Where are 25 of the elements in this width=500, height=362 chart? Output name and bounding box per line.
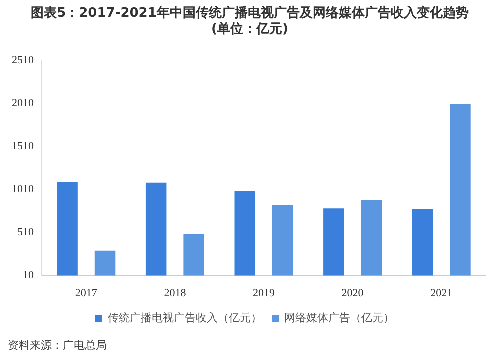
y-tick-label: 2010: [12, 98, 34, 110]
bar: [361, 200, 382, 276]
x-tick-label: 2020: [342, 287, 364, 300]
legend-label: 传统广播电视广告收入（亿元）: [108, 311, 262, 324]
bar: [272, 205, 294, 276]
y-tick-label: 10: [23, 270, 34, 282]
y-tick-label: 1010: [12, 184, 34, 196]
chart-title: 图表5：2017-2021年中国传统广播电视广告及网络媒体广告收入变化趋势(单位：亿元): [30, 4, 470, 39]
bar: [324, 208, 344, 276]
bar: [146, 182, 167, 276]
bar: [412, 210, 434, 276]
x-tick-label: 2019: [253, 287, 276, 300]
legend-label: 网络媒体广告（亿元）: [284, 311, 394, 324]
x-tick-label: 2021: [430, 287, 453, 300]
bar: [94, 250, 116, 276]
bar: [450, 104, 471, 276]
y-tick-label: 2510: [12, 54, 34, 66]
bar: [184, 234, 204, 276]
x-tick-label: 2018: [164, 287, 187, 300]
y-tick-label: 1510: [12, 140, 34, 153]
bar: [234, 191, 256, 276]
text: 资料来源：广电总局: [7, 338, 108, 354]
x-tick-label: 2017: [75, 287, 98, 300]
bar: [57, 182, 78, 276]
y-tick-label: 510: [18, 226, 34, 239]
